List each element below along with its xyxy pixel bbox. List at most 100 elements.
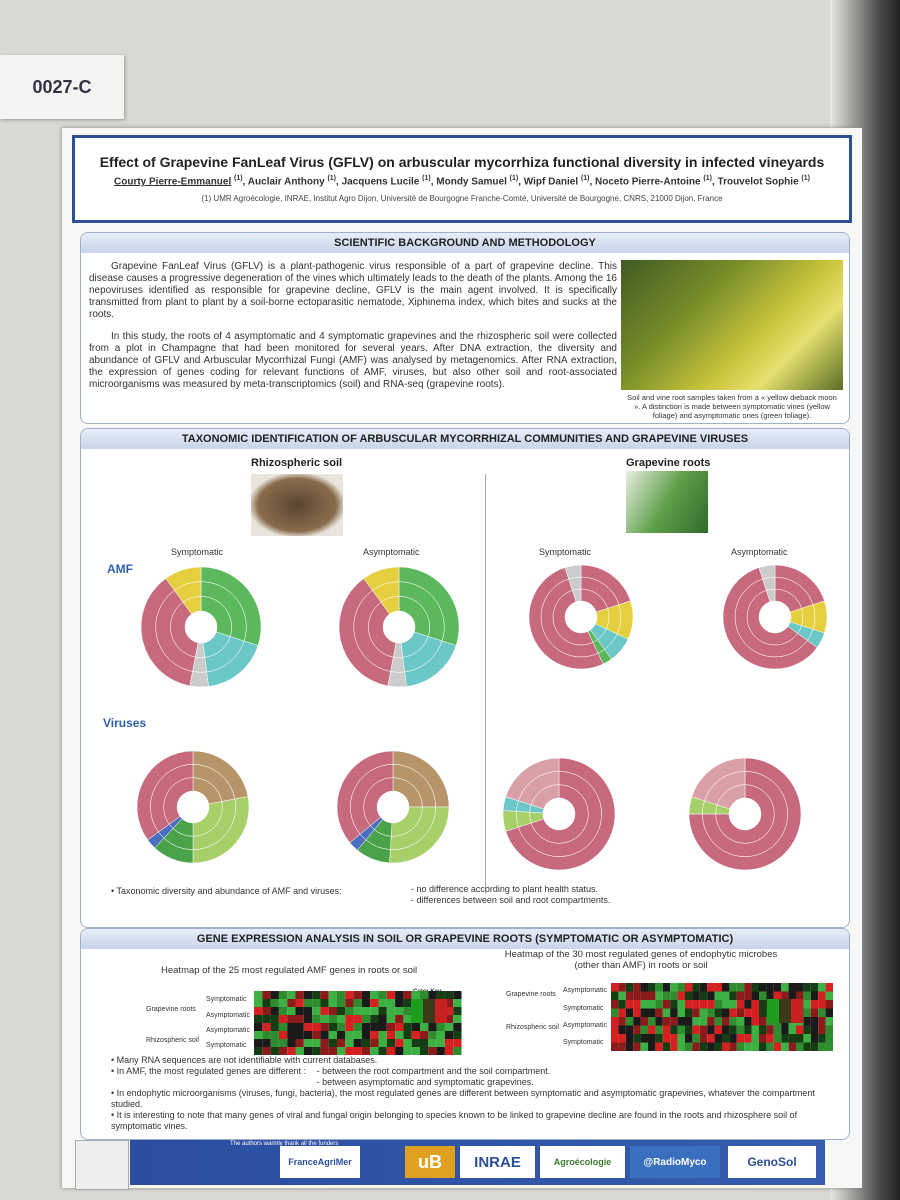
heatmap-cell bbox=[759, 1008, 767, 1017]
heatmap-cell bbox=[685, 991, 693, 1000]
heatmap-cell bbox=[337, 991, 346, 999]
heatmap-cell bbox=[370, 1023, 379, 1031]
heatmap-cell bbox=[692, 1000, 700, 1009]
heatmap-cell bbox=[759, 983, 767, 992]
heatmap-cell bbox=[403, 1007, 412, 1015]
heatmap-cell bbox=[759, 1042, 767, 1051]
heatmap-cell bbox=[353, 1047, 362, 1055]
heatmap-cell bbox=[378, 1015, 387, 1023]
heatmap-cell bbox=[825, 1042, 833, 1051]
heatmap-cell bbox=[611, 1042, 619, 1051]
heatmap-cell bbox=[312, 1047, 321, 1055]
heatmap-cell bbox=[722, 1025, 730, 1034]
sunburst-segment bbox=[502, 810, 519, 832]
heatmap-cell bbox=[411, 1039, 420, 1047]
heatmap-cell bbox=[640, 1008, 648, 1017]
heatmap-cell bbox=[254, 1039, 263, 1047]
heatmap-cell bbox=[677, 1025, 685, 1034]
heatmap-cell bbox=[278, 991, 288, 999]
heatmap-cell bbox=[744, 1008, 752, 1017]
heatmap-cell bbox=[744, 1000, 752, 1009]
heatmap-cell bbox=[345, 999, 354, 1007]
heatmap-cell bbox=[303, 1007, 313, 1015]
poster-title: Effect of Grapevine FanLeaf Virus (GFLV)… bbox=[99, 154, 825, 170]
heatmap-cell bbox=[278, 1007, 288, 1015]
heatmap-cell bbox=[278, 999, 288, 1007]
heatmap-cell bbox=[270, 1031, 279, 1039]
heatmap-cell bbox=[262, 999, 271, 1007]
heatmap-cell bbox=[370, 1007, 379, 1015]
heatmap-cell bbox=[270, 1015, 279, 1023]
heatmap-cell bbox=[270, 991, 279, 999]
heatmap-cell bbox=[773, 1025, 782, 1034]
heatmap-cell bbox=[707, 1000, 715, 1009]
heatmap-cell bbox=[810, 1025, 819, 1034]
sunburst-center bbox=[384, 612, 414, 642]
author-name: Noceto Pierre-Antoine bbox=[595, 176, 701, 188]
heatmap-cell bbox=[428, 1047, 437, 1055]
heatmap-cell bbox=[677, 991, 685, 1000]
heatmap-cell bbox=[633, 991, 641, 1000]
footer: The authors warmly thank all the funders… bbox=[130, 1140, 825, 1185]
heatmap-cell bbox=[707, 1008, 715, 1017]
heatmap-cell bbox=[699, 1025, 708, 1034]
heatmap-cell bbox=[444, 1007, 454, 1015]
heatmap-cell bbox=[677, 1000, 685, 1009]
heatmap-cell bbox=[295, 1007, 304, 1015]
heatmap-cell bbox=[618, 1034, 626, 1043]
heatmap-cell bbox=[744, 1034, 752, 1043]
heatmap-cell bbox=[278, 1023, 288, 1031]
heatmap-cell bbox=[655, 991, 663, 1000]
heatmap-cell bbox=[825, 1000, 833, 1009]
heatmap-cell bbox=[759, 1034, 767, 1043]
heatmap-cell bbox=[270, 1023, 279, 1031]
heatmap-cell bbox=[403, 1031, 412, 1039]
section-heading: SCIENTIFIC BACKGROUND AND METHODOLOGY bbox=[81, 233, 849, 253]
heatmap-cell bbox=[722, 1034, 730, 1043]
heatmap-cell bbox=[287, 1047, 296, 1055]
divider bbox=[485, 474, 486, 894]
heatmap-cell bbox=[677, 1034, 685, 1043]
heatmap-cell bbox=[662, 983, 671, 992]
heatmap-cell bbox=[386, 1039, 396, 1047]
summary: • Taxonomic diversity and abundance of A… bbox=[111, 886, 342, 896]
row-group: Grapevine roots bbox=[146, 1006, 196, 1013]
heatmap-cell bbox=[254, 1047, 263, 1055]
heatmap-cell bbox=[295, 1015, 304, 1023]
heatmap-cell bbox=[312, 1039, 321, 1047]
sunburst-segment bbox=[387, 671, 407, 688]
heatmap-cell bbox=[699, 1000, 708, 1009]
heatmap-cell bbox=[729, 1025, 737, 1034]
heatmap-cell bbox=[670, 1008, 678, 1017]
heatmap-cell bbox=[386, 1007, 396, 1015]
bullet-text: Many RNA sequences are not identifiable … bbox=[116, 1055, 378, 1065]
heatmap-cell bbox=[353, 991, 362, 999]
heatmap-cell bbox=[262, 1047, 271, 1055]
heatmap-cell bbox=[262, 1023, 271, 1031]
heatmap-cell bbox=[722, 1008, 730, 1017]
heatmap-cell bbox=[303, 1023, 313, 1031]
heatmap-cell bbox=[825, 1025, 833, 1034]
heatmap-cell bbox=[788, 1042, 796, 1051]
logo: uB bbox=[405, 1146, 455, 1178]
heatmap-cell bbox=[779, 999, 791, 1023]
heatmap-cell bbox=[744, 991, 752, 1000]
bullet-text: In endophytic microorganisms (viruses, f… bbox=[111, 1088, 815, 1109]
heatmap-cell bbox=[262, 1015, 271, 1023]
heatmap-cell bbox=[714, 1017, 722, 1026]
heatmap-cell bbox=[395, 1039, 404, 1047]
heatmap-cell bbox=[287, 1039, 296, 1047]
heatmap-cell bbox=[337, 1039, 346, 1047]
heatmap-cell bbox=[648, 1025, 656, 1034]
heatmap-cell bbox=[361, 1023, 371, 1031]
heatmap-cell bbox=[791, 999, 803, 1023]
gene-bullets: • Many RNA sequences are not identifiabl… bbox=[111, 1055, 831, 1132]
heatmap-cell bbox=[825, 983, 833, 992]
heatmap-cell bbox=[303, 1015, 313, 1023]
heatmap-cell bbox=[345, 1007, 354, 1015]
sunburst-center bbox=[760, 602, 790, 632]
heatmap-cell bbox=[345, 1039, 354, 1047]
sunburst-segment bbox=[505, 757, 616, 871]
heatmap-cell bbox=[736, 1025, 745, 1034]
sunburst-segment bbox=[564, 564, 582, 580]
